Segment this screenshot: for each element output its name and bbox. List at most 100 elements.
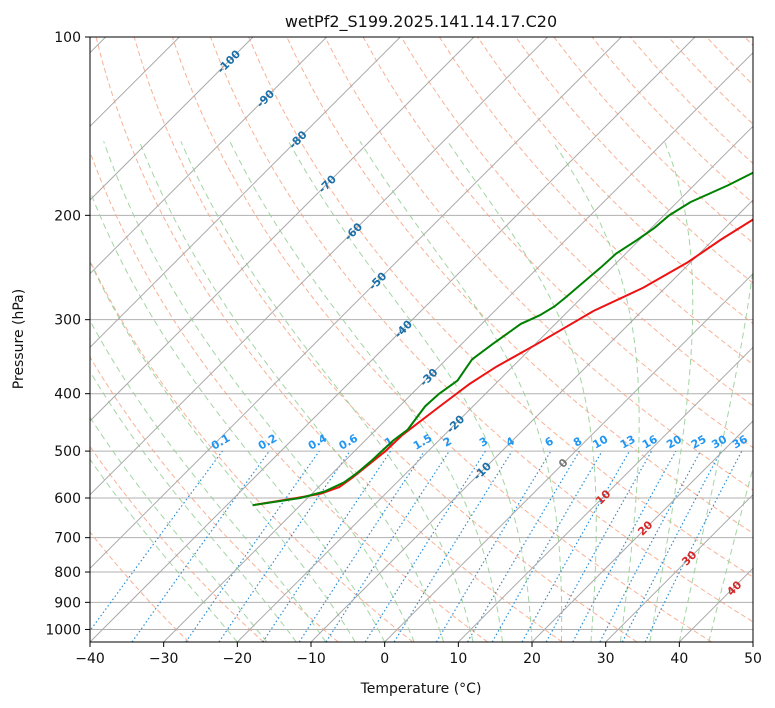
mixing-ratio-label: 8 [571,435,584,450]
moist-adiabat-line [649,141,694,642]
isotherm-label: -100 [215,47,244,76]
mixing-ratio-label: 36 [730,432,750,451]
mixing-ratio-line [325,450,450,642]
isotherm-line [90,37,254,201]
x-tick-label: −20 [223,651,253,667]
moist-adiabat-line [90,370,297,642]
mixing-ratio-label: 0.4 [306,431,330,452]
moist-adiabat-line [708,466,753,642]
isotherm-line [236,125,753,642]
isotherm-line [90,37,549,496]
dry-adiabat-line [133,37,638,642]
y-tick-label: 800 [54,565,81,581]
mixing-ratio-line [131,450,270,642]
moist-adiabat-line [678,265,753,642]
mixing-ratio-label: 25 [689,433,709,452]
y-tick-label: 600 [54,491,81,507]
y-tick-label: 200 [54,208,81,224]
adiabat-label: 40 [724,578,744,598]
mixing-ratio-label: 1.5 [411,432,434,453]
mixing-ratio-line [393,450,513,642]
dewpoint-profile-line [252,171,753,507]
mixing-ratio-label: 6 [543,434,556,449]
x-tick-label: 50 [744,651,762,667]
isotherm-line [90,37,622,570]
dry-adiabat-line [515,37,753,284]
y-tick-label: 100 [54,30,81,46]
isotherm-line [310,199,753,642]
dry-adiabat-line [90,259,414,642]
dry-adiabat-line [553,37,753,244]
moist-adiabat-line [447,141,597,642]
mixing-ratio-line [185,450,320,642]
y-tick-label: 300 [54,313,81,329]
mixing-ratio-line [262,450,392,642]
mixing-ratio-label: 10 [591,432,611,451]
moist-adiabat-line [138,141,445,642]
y-tick-label: 700 [54,531,81,547]
x-tick-label: 10 [449,651,467,667]
mixing-ratio-line [218,450,351,642]
dry-adiabat-line [90,150,488,642]
moist-adiabat-line [90,189,386,642]
isotherm-line [531,420,753,642]
dry-adiabat-line [210,37,753,623]
dry-adiabat-line [171,37,712,642]
temperature-profile-line [255,218,753,506]
isotherm-line [457,346,753,642]
dry-adiabat-line [90,445,264,642]
dry-adiabat-line [90,356,339,642]
x-tick-label: −40 [75,651,105,667]
mixing-ratio-line [521,450,631,642]
y-tick-label: 900 [54,595,81,611]
dry-adiabat-line [248,37,753,578]
moist-adiabat-line [288,141,533,642]
dry-adiabat-line [400,37,753,407]
dry-adiabat-line [706,37,753,86]
isotherm-line [678,567,753,642]
x-tick-label: −10 [296,651,326,667]
dry-adiabat-line [95,37,563,642]
isotherm-line [90,37,401,349]
isotherm-line [752,641,753,642]
mixing-ratio-label: 16 [640,432,660,451]
mixing-ratio-line [466,450,580,642]
chart-title: wetPf2_S199.2025.141.14.17.C20 [285,12,557,32]
isotherm-line [90,37,696,642]
y-axis-label: Pressure (hPa) [11,289,27,389]
mixing-ratio-line [545,450,653,642]
x-axis-label: Temperature (°C) [360,681,482,697]
isotherm-label: -10 [471,459,494,482]
mixing-ratio-line [572,450,677,642]
moist-adiabat-line [90,416,268,642]
mixing-ratio-label: 0.1 [209,432,232,453]
mixing-ratio-line [644,450,743,642]
isotherm-line [384,272,753,642]
isotherm-label: -70 [316,172,339,195]
y-tick-label: 400 [54,387,81,403]
dry-adiabat-line [324,37,753,491]
moist-adiabat-line [180,141,474,642]
mixing-ratio-label: 13 [618,433,638,452]
mixing-ratio-line [298,450,425,642]
mixing-ratio-line [90,450,223,632]
x-tick-label: −30 [149,651,179,667]
dry-adiabat-line [90,531,190,642]
isotherm-label: -30 [417,366,440,389]
dry-adiabat-line [439,37,753,366]
x-tick-label: 20 [523,651,541,667]
dry-adiabat-line [591,37,753,204]
x-tick-label: 40 [670,651,688,667]
mixing-ratio-label: 30 [709,432,729,451]
isotherm-line [90,37,475,422]
mixing-ratio-label: 3 [477,435,490,450]
moist-adiabat-line [552,141,640,642]
isotherm-label: -90 [254,87,277,110]
x-tick-label: 0 [380,651,389,667]
dry-adiabat-line [362,37,753,449]
isotherm-label: -40 [392,317,415,340]
plot-frame [89,36,754,643]
isotherm-line [90,37,328,275]
isotherm-line [163,51,753,642]
